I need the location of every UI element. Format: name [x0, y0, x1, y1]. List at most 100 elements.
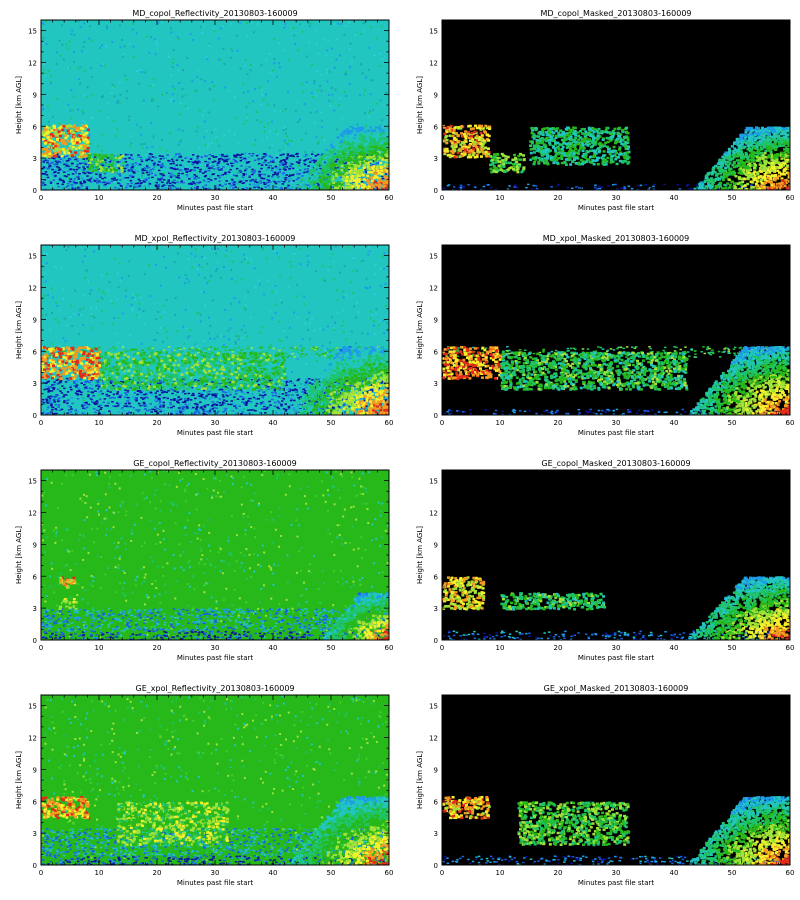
x-axis: 0 10 20 30 40 50 60: [39, 695, 393, 877]
x-tick-label: 20: [153, 869, 162, 877]
plot-area: [41, 470, 389, 640]
x-tick-label: 10: [496, 194, 505, 202]
x-axis: 0 10 20 30 40 50 60: [440, 695, 794, 877]
x-tick-label: 10: [496, 644, 505, 652]
x-tick-label: 60: [385, 644, 394, 652]
y-tick-label: 12: [28, 735, 37, 743]
chart-title: MD_copol_Reflectivity_20130803-160009: [132, 9, 297, 18]
y-axis-label: Height [km AGL]: [15, 526, 23, 584]
x-tick-label: 40: [670, 419, 679, 427]
x-tick-label: 60: [786, 419, 795, 427]
y-axis: 0 3 6 9 12 15: [429, 244, 790, 420]
y-tick-label: 0: [434, 637, 438, 645]
chart-title: GE_xpol_Reflectivity_20130803-160009: [136, 684, 295, 693]
echo-feature-4: [500, 351, 689, 391]
y-tick-label: 6: [434, 798, 439, 806]
y-tick-label: 12: [429, 735, 438, 743]
plot-area: [442, 20, 790, 190]
y-axis: 0 3 6 9 12 15: [429, 19, 790, 195]
echo-feature-2: [442, 576, 486, 611]
chart-title: GE_xpol_Masked_20130803-160009: [544, 684, 689, 693]
x-tick-label: 50: [327, 419, 336, 427]
y-axis-label: Height [km AGL]: [15, 751, 23, 809]
y-tick-label: 9: [33, 91, 37, 99]
chart-panel-1: MD_copol_Reflectivity_20130803-160009 0 10…: [15, 9, 393, 212]
x-tick-label: 60: [786, 644, 795, 652]
y-tick-label: 15: [429, 253, 438, 261]
y-tick-label: 3: [33, 380, 37, 388]
x-tick-label: 20: [554, 419, 563, 427]
x-tick-label: 30: [612, 194, 621, 202]
y-tick-label: 3: [434, 155, 438, 163]
echo-feature-5: [99, 351, 287, 391]
y-tick-label: 15: [429, 478, 438, 486]
x-tick-label: 0: [440, 644, 444, 652]
x-tick-label: 0: [39, 419, 43, 427]
x-tick-label: 40: [670, 869, 679, 877]
y-tick-label: 15: [429, 28, 438, 36]
y-axis: 0 3 6 9 12 15: [429, 694, 790, 870]
echo-feature-3: [59, 576, 77, 589]
chart-title: GE_copol_Reflectivity_20130803-160009: [133, 459, 297, 468]
y-tick-label: 3: [33, 605, 37, 613]
echo-feature-4: [116, 801, 230, 847]
x-tick-label: 0: [39, 194, 43, 202]
x-tick-label: 30: [612, 869, 621, 877]
x-tick-label: 30: [211, 194, 220, 202]
echo-feature-2: [442, 124, 492, 159]
echo-feature-5: [291, 126, 389, 190]
x-tick-label: 50: [728, 419, 737, 427]
y-tick-label: 9: [33, 541, 37, 549]
y-tick-label: 15: [28, 253, 37, 261]
y-axis: 0 3 6 9 12 15: [429, 469, 790, 645]
x-axis: 0 10 20 30 40 50 60: [39, 245, 394, 427]
x-axis-label: Minutes past file start: [578, 429, 655, 437]
x-tick-label: 50: [327, 194, 336, 202]
y-tick-label: 15: [28, 478, 37, 486]
chart-panel-3: MD_xpol_Reflectivity_20130803-160009 0 10 2…: [15, 234, 393, 437]
x-tick-label: 0: [39, 644, 43, 652]
y-axis: 0 3 6 9 12 15: [28, 19, 389, 195]
y-tick-label: 9: [33, 316, 37, 324]
echo-feature-5: [693, 126, 790, 190]
y-axis-label: Height [km AGL]: [416, 526, 424, 584]
x-axis-label: Minutes past file start: [578, 879, 655, 887]
echo-feature-4: [529, 126, 631, 166]
y-axis-label: Height [km AGL]: [15, 76, 23, 134]
y-tick-label: 12: [28, 510, 37, 518]
y-tick-label: 9: [434, 316, 438, 324]
y-tick-label: 6: [434, 123, 439, 131]
x-tick-label: 50: [327, 869, 336, 877]
x-tick-label: 10: [496, 869, 505, 877]
x-tick-label: 30: [211, 644, 220, 652]
x-tick-label: 60: [385, 419, 394, 427]
y-tick-label: 12: [429, 285, 438, 293]
x-tick-label: 40: [269, 869, 278, 877]
y-tick-label: 12: [429, 60, 438, 68]
echo-feature-3: [517, 801, 631, 847]
y-tick-label: 9: [434, 541, 438, 549]
y-tick-label: 3: [33, 830, 37, 838]
y-axis-label: Height [km AGL]: [15, 301, 23, 359]
y-tick-label: 15: [429, 703, 438, 711]
y-axis: 0 3 6 9 12 15: [28, 694, 389, 870]
y-tick-label: 3: [434, 605, 438, 613]
y-tick-label: 0: [434, 187, 438, 195]
y-tick-label: 6: [33, 573, 38, 581]
x-tick-label: 20: [153, 194, 162, 202]
y-axis-label: Height [km AGL]: [416, 76, 424, 134]
plot-area: [41, 20, 389, 190]
y-tick-label: 0: [434, 862, 438, 870]
plot-area: [41, 245, 389, 415]
x-tick-label: 50: [728, 644, 737, 652]
x-tick-label: 40: [269, 644, 278, 652]
y-axis-label: Height [km AGL]: [416, 751, 424, 809]
x-tick-label: 30: [612, 644, 621, 652]
x-tick-label: 50: [728, 869, 737, 877]
x-tick-label: 50: [728, 194, 737, 202]
y-tick-label: 6: [434, 348, 439, 356]
x-tick-label: 10: [496, 419, 505, 427]
y-axis: 0 3 6 9 12 15: [28, 244, 389, 420]
y-tick-label: 12: [28, 285, 37, 293]
